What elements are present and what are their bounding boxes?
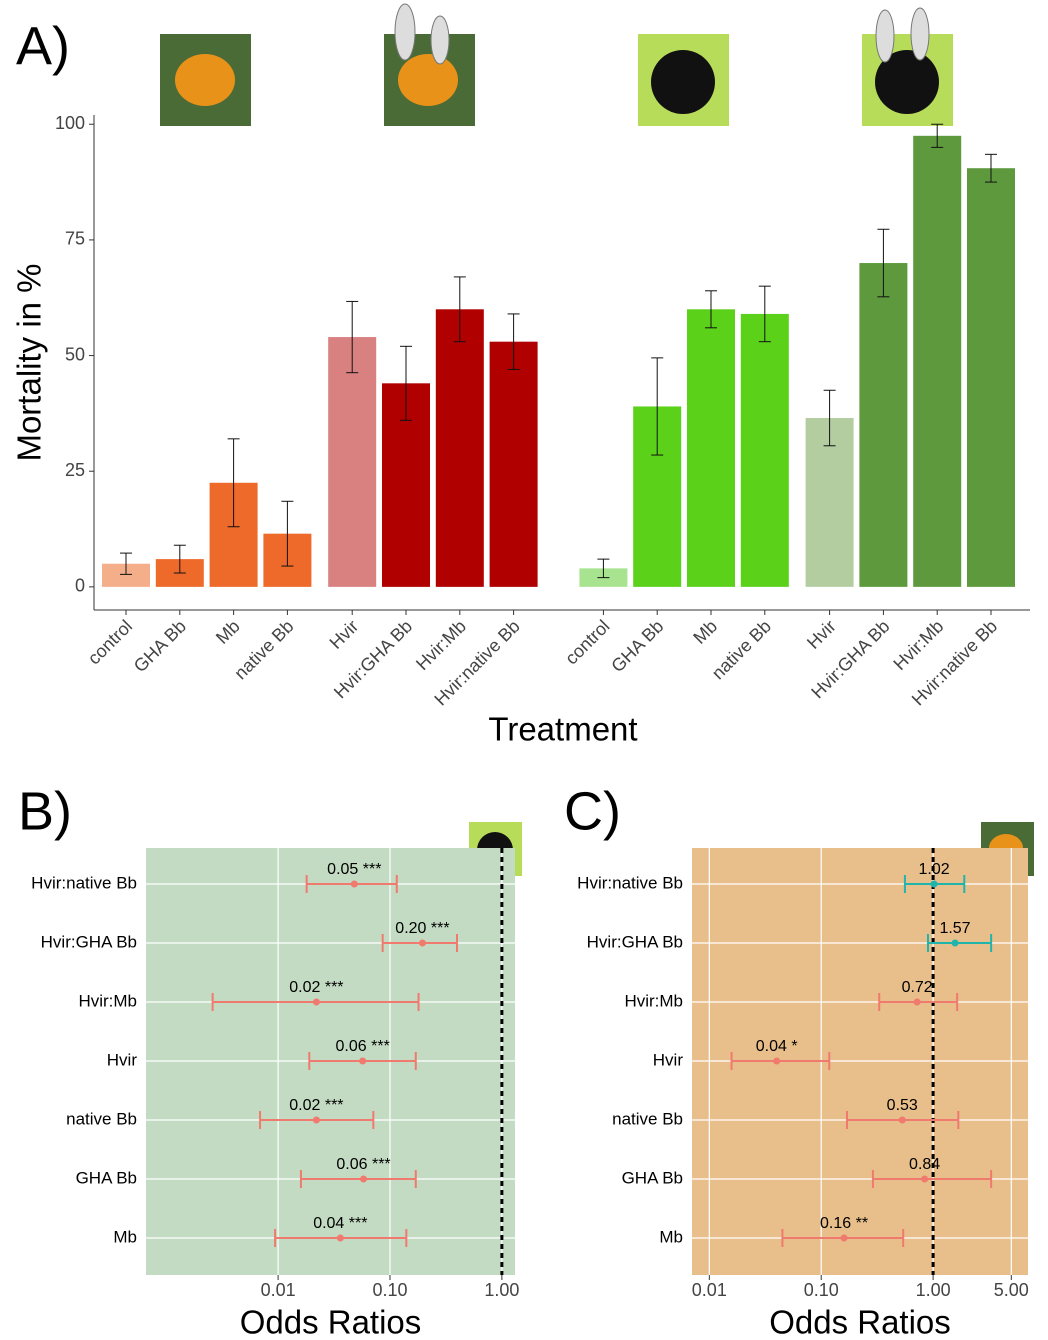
panel-label: C)	[564, 781, 621, 841]
x-tick-label: 0.10	[804, 1280, 839, 1300]
point	[351, 881, 358, 888]
point	[360, 1176, 367, 1183]
y-tick-label: 25	[65, 460, 85, 480]
bar	[490, 342, 538, 587]
value-label: 0.72	[902, 979, 933, 996]
y-tick-label: GHA Bb	[76, 1168, 137, 1187]
value-label: 0.04 *	[756, 1038, 798, 1055]
x-tick-label: 5.00	[994, 1280, 1029, 1300]
y-tick-label: 0	[75, 576, 85, 596]
x-tick-label: control	[84, 616, 136, 668]
figure: A) 0 25 50 75 100 Mortality in % Treatment contr…	[0, 0, 1048, 1340]
value-label: 0.20 ***	[395, 920, 449, 937]
x-tick-label: GHA Bb	[130, 616, 190, 676]
value-label: 0.04 ***	[313, 1215, 367, 1232]
y-tick-label: Mb	[659, 1227, 683, 1246]
bar	[436, 309, 484, 587]
value-label: 0.06 ***	[336, 1038, 390, 1055]
ladybug	[651, 50, 715, 114]
y-tick-label: 50	[65, 344, 85, 364]
bar	[687, 309, 735, 587]
y-tick-label: Hvir:GHA Bb	[41, 932, 137, 951]
x-tick-label: Hvir	[803, 616, 840, 653]
ladybug	[398, 54, 458, 106]
value-label: 1.02	[918, 861, 949, 878]
point	[313, 999, 320, 1006]
x-tick-label: control	[561, 616, 613, 668]
x-tick-label: Mb	[689, 616, 721, 648]
bar	[913, 136, 961, 587]
y-tick-label: Hvir:Mb	[624, 991, 683, 1010]
ladybug	[175, 54, 235, 106]
y-tick-label: Hvir	[107, 1050, 138, 1069]
value-label: 1.57	[939, 920, 970, 937]
point	[313, 1117, 320, 1124]
panel-label: B)	[18, 781, 72, 841]
panel-label: A)	[16, 16, 70, 76]
x-tick-label: native Bb	[708, 616, 775, 683]
y-tick-label: Hvir:native Bb	[31, 873, 137, 892]
value-label: 0.53	[887, 1097, 918, 1114]
y-tick-label: native Bb	[66, 1109, 137, 1128]
point	[359, 1058, 366, 1065]
point	[931, 881, 938, 888]
value-label: 0.16 **	[820, 1215, 868, 1232]
point	[921, 1176, 928, 1183]
value-label: 0.06 ***	[336, 1156, 390, 1173]
point	[952, 940, 959, 947]
point	[841, 1235, 848, 1242]
x-tick-label: native Bb	[230, 616, 297, 683]
bar	[741, 314, 789, 587]
x-tick-label: 0.10	[372, 1280, 407, 1300]
bar	[328, 337, 376, 587]
x-tick-label: Hvir	[326, 616, 363, 653]
x-tick-label: 1.00	[484, 1280, 519, 1300]
x-axis-title: Odds Ratios	[769, 1304, 951, 1340]
bar	[859, 263, 907, 587]
x-tick-label: GHA Bb	[607, 616, 667, 676]
y-tick-label: native Bb	[612, 1109, 683, 1128]
fungus	[395, 4, 415, 60]
y-tick-label: 75	[65, 229, 85, 249]
bar	[967, 168, 1015, 587]
x-axis-title: Odds Ratios	[240, 1304, 422, 1340]
value-label: 0.02 ***	[289, 979, 343, 996]
point	[773, 1058, 780, 1065]
y-tick-label: Hvir:GHA Bb	[587, 932, 683, 951]
value-label: 0.02 ***	[289, 1097, 343, 1114]
y-tick-label: GHA Bb	[622, 1168, 683, 1187]
point	[914, 999, 921, 1006]
fungus	[876, 10, 894, 62]
y-tick-label: Hvir:Mb	[78, 991, 137, 1010]
y-axis-title: Mortality in %	[11, 263, 48, 461]
x-tick-label: 0.01	[692, 1280, 727, 1300]
value-label: 0.05 ***	[327, 861, 381, 878]
x-tick-label: Mb	[212, 616, 244, 648]
value-label: 0.84	[909, 1156, 940, 1173]
point	[337, 1235, 344, 1242]
fungus	[911, 8, 929, 60]
y-tick-label: Hvir	[653, 1050, 684, 1069]
point	[899, 1117, 906, 1124]
x-tick-label: 1.00	[916, 1280, 951, 1300]
x-axis-title: Treatment	[488, 711, 637, 748]
y-tick-label: 100	[55, 113, 85, 133]
point	[419, 940, 426, 947]
x-tick-label: 0.01	[261, 1280, 296, 1300]
y-tick-label: Hvir:native Bb	[577, 873, 683, 892]
y-tick-label: Mb	[113, 1227, 137, 1246]
fungus	[431, 16, 449, 64]
